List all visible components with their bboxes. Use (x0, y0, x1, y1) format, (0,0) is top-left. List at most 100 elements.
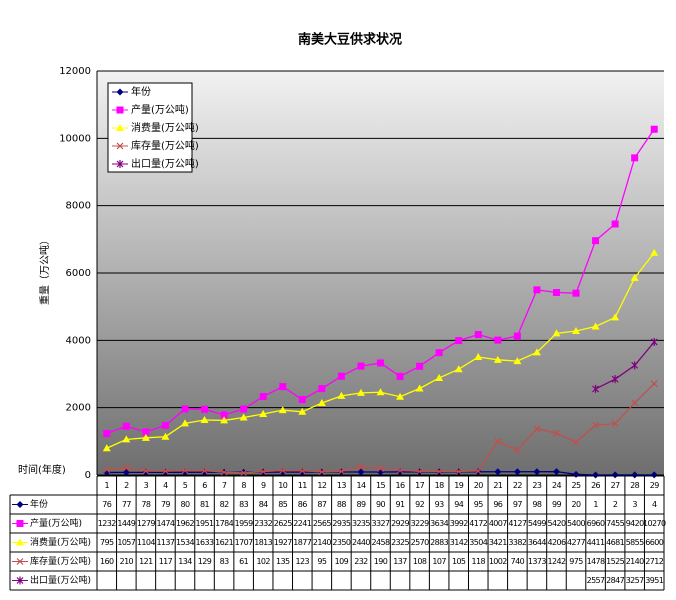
table-cell: 7455 (606, 519, 624, 528)
marker (630, 273, 639, 281)
y-tick-label: 12000 (59, 66, 91, 77)
marker (16, 501, 24, 508)
marker (141, 433, 150, 441)
legend-label: 年份 (131, 85, 151, 98)
y-axis-label: 重量（万公吨） (38, 235, 51, 305)
marker (532, 348, 541, 356)
table-cell: 3504 (469, 538, 487, 547)
table-cell: 1104 (137, 538, 155, 547)
x-tick-label: 19 (454, 481, 463, 490)
marker (279, 383, 287, 391)
x-tick-label: 16 (396, 481, 405, 490)
table-cell: 1232 (98, 519, 116, 528)
table-cell: 135 (276, 557, 290, 566)
table-cell: 61 (239, 557, 248, 566)
table-cell: 117 (159, 557, 173, 566)
y-tick-label: 8000 (66, 201, 91, 212)
table-cell: 2140 (626, 557, 644, 566)
marker (16, 576, 24, 585)
table-cell: 79 (161, 500, 170, 509)
table-cell: 85 (278, 500, 287, 509)
marker (396, 392, 405, 400)
marker (181, 405, 189, 413)
x-tick-label: 7 (222, 481, 227, 490)
table-cell: 2458 (372, 538, 390, 547)
row-label: 年份 (30, 498, 48, 510)
y-tick-label: 4000 (66, 335, 91, 346)
table-cell: 90 (376, 500, 385, 509)
table-cell: 5499 (528, 519, 546, 528)
marker (116, 88, 124, 96)
table-cell: 2570 (411, 538, 429, 547)
table-cell: 3644 (528, 538, 546, 547)
marker (318, 385, 326, 393)
x-tick-label: 25 (572, 481, 581, 490)
marker (415, 384, 424, 392)
marker (493, 355, 502, 363)
table-cell: 118 (472, 557, 486, 566)
table-cell: 3235 (352, 519, 370, 528)
marker (220, 468, 228, 476)
table-cell: 77 (122, 500, 131, 509)
x-tick-label: 15 (376, 481, 385, 490)
table-cell: 99 (552, 500, 561, 509)
y-tick-label: 0 (85, 470, 91, 481)
marker (122, 435, 131, 443)
table-cell: 4411 (587, 538, 605, 547)
x-tick-label: 4 (163, 481, 168, 490)
table-cell: 1707 (235, 538, 253, 547)
marker (474, 353, 483, 361)
x-tick-label: 6 (202, 481, 207, 490)
x-tick-label: 24 (552, 481, 561, 490)
table-cell: 137 (393, 557, 407, 566)
marker (220, 416, 229, 424)
marker (116, 124, 124, 131)
table-cell: 2325 (391, 538, 409, 547)
x-tick-label: 10 (278, 481, 287, 490)
marker (337, 372, 345, 380)
marker (142, 428, 150, 436)
x-axis-label: 时间(年度) (18, 463, 66, 476)
table-cell: 80 (180, 500, 189, 509)
chart-title: 南美大豆供求状况 (298, 32, 402, 48)
marker (435, 467, 443, 475)
table-cell: 123 (296, 557, 310, 566)
marker (181, 467, 189, 474)
table-cell: 3229 (411, 519, 429, 528)
table-cell: 105 (452, 557, 466, 566)
marker (396, 466, 404, 474)
table-cell: 97 (513, 500, 522, 509)
table-cell: 83 (239, 500, 248, 509)
marker (611, 471, 619, 479)
marker (259, 392, 267, 400)
x-tick-label: 20 (474, 481, 483, 490)
table-cell: 2440 (352, 538, 370, 547)
marker (318, 468, 326, 476)
table-cell: 83 (220, 557, 229, 566)
x-tick-label: 1 (105, 481, 110, 490)
marker (180, 419, 189, 427)
marker (611, 420, 619, 428)
table-cell: 3142 (450, 538, 468, 547)
table-cell: 2557 (587, 576, 605, 585)
row-label: 库存量(万公吨) (30, 555, 91, 567)
chart-body: 020004000600080001000012000年份产量(万公吨)消费量(… (9, 66, 667, 591)
marker (435, 373, 444, 381)
table-cell: 2565 (313, 519, 331, 528)
marker (122, 422, 130, 430)
marker (455, 337, 463, 345)
table-cell: 4206 (547, 538, 565, 547)
marker (278, 406, 287, 414)
x-tick-label: 26 (591, 481, 600, 490)
marker (592, 384, 599, 393)
x-tick-label: 17 (415, 481, 424, 490)
marker (396, 372, 404, 380)
marker (591, 322, 600, 330)
marker (357, 468, 365, 476)
table-cell: 134 (178, 557, 192, 566)
table-cell: 95 (317, 557, 326, 566)
table-cell: 4681 (606, 538, 624, 547)
table-cell: 1927 (274, 538, 292, 547)
table-cell: 102 (256, 557, 270, 566)
marker (552, 329, 561, 337)
